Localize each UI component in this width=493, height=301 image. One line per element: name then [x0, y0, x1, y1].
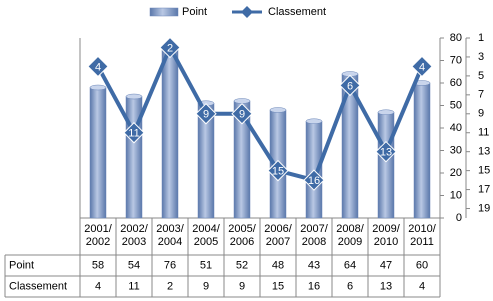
category-label: 2005/ 2006 [228, 223, 256, 248]
y2-tick-label: 3 [478, 51, 484, 63]
bar-top [269, 107, 287, 113]
data-label: 4 [419, 61, 425, 73]
bar [161, 46, 179, 219]
bar-top [89, 84, 107, 91]
bar-top [377, 109, 395, 115]
y2-tick-label: 9 [478, 108, 484, 120]
marker [411, 55, 433, 78]
table-cell: 52 [236, 259, 248, 271]
marker [303, 169, 325, 191]
y2-tick-label: 13 [478, 146, 490, 158]
marker [87, 55, 109, 78]
y2-tick-label: 19 [478, 202, 490, 214]
bar-top [305, 118, 323, 124]
data-label: 16 [308, 175, 320, 187]
table-cell: 58 [92, 259, 104, 271]
y-tick-label: 30 [450, 144, 462, 156]
category-label: 2004/ 2005 [192, 223, 220, 248]
y-tick-label: 80 [450, 32, 462, 44]
legend-swatch [149, 7, 179, 17]
y-tick-label: 70 [450, 54, 462, 66]
table-cell: 9 [203, 280, 209, 292]
data-label: 9 [239, 109, 245, 121]
table-cell: 51 [200, 259, 212, 271]
table-row-label: Point [9, 259, 34, 271]
y2-tick-label: 1 [478, 32, 484, 44]
category-label: 2010/ 2011 [408, 223, 436, 248]
table-cell: 4 [419, 280, 425, 292]
bar [377, 112, 395, 219]
y2-tick-label: 11 [478, 127, 489, 139]
table-cell: 6 [347, 280, 353, 292]
category-label: 2006/ 2007 [264, 223, 292, 248]
y2-tick-label: 17 [478, 183, 490, 195]
bar [413, 82, 431, 219]
data-label: 9 [203, 109, 209, 121]
table-cell: 47 [380, 259, 392, 271]
line [96, 42, 424, 183]
table-cell: 13 [380, 280, 392, 292]
category-label: 2001/ 2002 [84, 223, 112, 248]
y-tick-label: 40 [450, 122, 462, 134]
data-label: 11 [128, 128, 139, 140]
y2-tick-label: 5 [478, 70, 484, 82]
category-label: 2003/ 2004 [156, 223, 184, 248]
y-tick-label: 50 [450, 99, 462, 111]
marker [375, 140, 397, 163]
y2-tick-label: 7 [478, 89, 484, 101]
y-tick-label: 60 [450, 77, 462, 89]
y2-tick-label: 15 [478, 165, 490, 177]
marker [231, 103, 253, 125]
marker [123, 122, 145, 144]
legend-swatch [241, 6, 253, 18]
table-cell: 60 [416, 259, 428, 271]
table-cell: 16 [308, 280, 320, 292]
table-cell: 54 [128, 259, 140, 271]
marker [339, 74, 361, 97]
table-row-label: Classement [9, 280, 67, 292]
category-label: 2008/ 2009 [336, 223, 364, 248]
table-cell: 4 [95, 280, 101, 292]
bar-top [233, 98, 251, 104]
table-cell: 64 [344, 259, 356, 271]
data-label: 15 [272, 166, 284, 178]
category-label: 2007/ 2008 [300, 223, 328, 248]
table-cell: 43 [308, 259, 320, 271]
marker [159, 36, 181, 59]
table-cell: 2 [167, 280, 173, 292]
y-tick-label: 0 [456, 212, 462, 224]
data-label: 2 [167, 42, 173, 54]
category-label: 2002/ 2003 [120, 223, 148, 248]
table-cell: 15 [272, 280, 284, 292]
bar-top [125, 93, 143, 100]
table-cell: 76 [164, 259, 176, 271]
legend-label: Classement [268, 6, 326, 18]
category-label: 2009/ 2010 [372, 223, 400, 248]
data-label: 6 [347, 80, 353, 92]
bar [89, 87, 107, 219]
y-tick-label: 10 [450, 189, 462, 201]
marker [267, 159, 289, 182]
data-label: 4 [95, 61, 101, 73]
table-cell: 48 [272, 259, 284, 271]
table-cell: 11 [128, 280, 139, 292]
marker [195, 103, 217, 125]
legend-label: Point [182, 6, 207, 18]
y-tick-label: 20 [450, 167, 462, 179]
table-cell: 9 [239, 280, 245, 292]
data-label: 13 [380, 147, 392, 159]
